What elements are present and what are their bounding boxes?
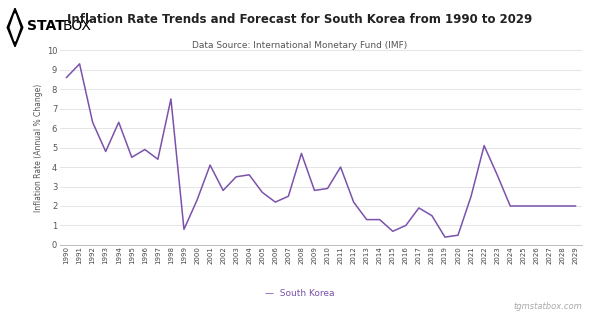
Polygon shape [10, 14, 20, 41]
Text: STAT: STAT [27, 19, 65, 33]
Text: tgmstatbox.com: tgmstatbox.com [513, 302, 582, 311]
Polygon shape [7, 8, 23, 47]
Text: BOX: BOX [63, 19, 92, 33]
Y-axis label: Inflation Rate (Annual % Change): Inflation Rate (Annual % Change) [34, 84, 43, 212]
Text: Data Source: International Monetary Fund (IMF): Data Source: International Monetary Fund… [193, 41, 407, 50]
Text: Inflation Rate Trends and Forecast for South Korea from 1990 to 2029: Inflation Rate Trends and Forecast for S… [67, 13, 533, 26]
Text: —  South Korea: — South Korea [265, 289, 335, 298]
